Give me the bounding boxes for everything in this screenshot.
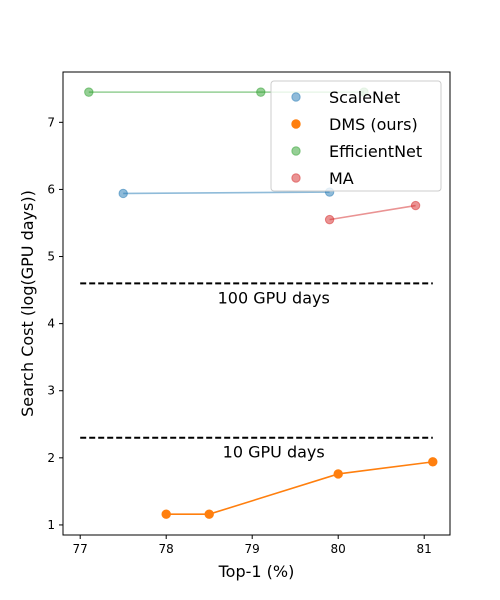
y-tick-label: 4 bbox=[47, 317, 55, 331]
y-tick-label: 3 bbox=[47, 384, 55, 398]
x-tick-label: 77 bbox=[73, 542, 88, 556]
series-line-1 bbox=[166, 461, 433, 515]
x-axis-label: Top-1 (%) bbox=[218, 562, 295, 581]
x-tick-label: 80 bbox=[331, 542, 346, 556]
data-point-0-0 bbox=[118, 188, 128, 199]
y-axis-label: Search Cost (log(GPU days)) bbox=[18, 190, 37, 417]
x-tick-label: 81 bbox=[417, 542, 432, 556]
legend-label-3: MA bbox=[329, 169, 354, 188]
reference-label-1: 10 GPU days bbox=[223, 443, 325, 462]
reference-label-0: 100 GPU days bbox=[218, 288, 330, 307]
data-point-1-1 bbox=[204, 509, 214, 519]
legend-marker-2 bbox=[291, 146, 301, 156]
legend-box bbox=[270, 80, 442, 192]
legend-label-0: ScaleNet bbox=[329, 88, 400, 107]
y-tick-label: 2 bbox=[47, 451, 55, 465]
series-line-3 bbox=[329, 204, 416, 221]
data-point-2-1 bbox=[256, 87, 266, 97]
data-point-3-0 bbox=[324, 214, 335, 225]
legend-marker-0 bbox=[291, 92, 301, 102]
legend-marker-1 bbox=[291, 119, 301, 129]
x-tick-label: 79 bbox=[245, 542, 260, 556]
legend-marker-3 bbox=[291, 173, 301, 183]
y-tick-label: 5 bbox=[47, 250, 55, 264]
y-tick-label: 7 bbox=[47, 115, 55, 129]
y-tick-label: 1 bbox=[47, 518, 55, 532]
legend-label-2: EfficientNet bbox=[329, 142, 422, 161]
data-point-1-2 bbox=[333, 469, 343, 479]
data-point-3-1 bbox=[410, 200, 421, 211]
series-line-0 bbox=[123, 191, 330, 195]
plot-frame bbox=[62, 71, 451, 536]
y-tick-label: 6 bbox=[47, 182, 55, 196]
axes: 77 78 79 80 81 1 2 3 4 5 6 7 Top-1 (%) Search Cost (l… bbox=[18, 71, 451, 581]
legend-label-1: DMS (ours) bbox=[329, 115, 418, 134]
data-point-2-0 bbox=[84, 87, 94, 97]
data-point-1-0 bbox=[161, 509, 171, 519]
data-point-1-3 bbox=[428, 457, 438, 467]
legend: ScaleNet DMS (ours) EfficientNet MA bbox=[270, 80, 442, 192]
x-tick-label: 78 bbox=[159, 542, 174, 556]
